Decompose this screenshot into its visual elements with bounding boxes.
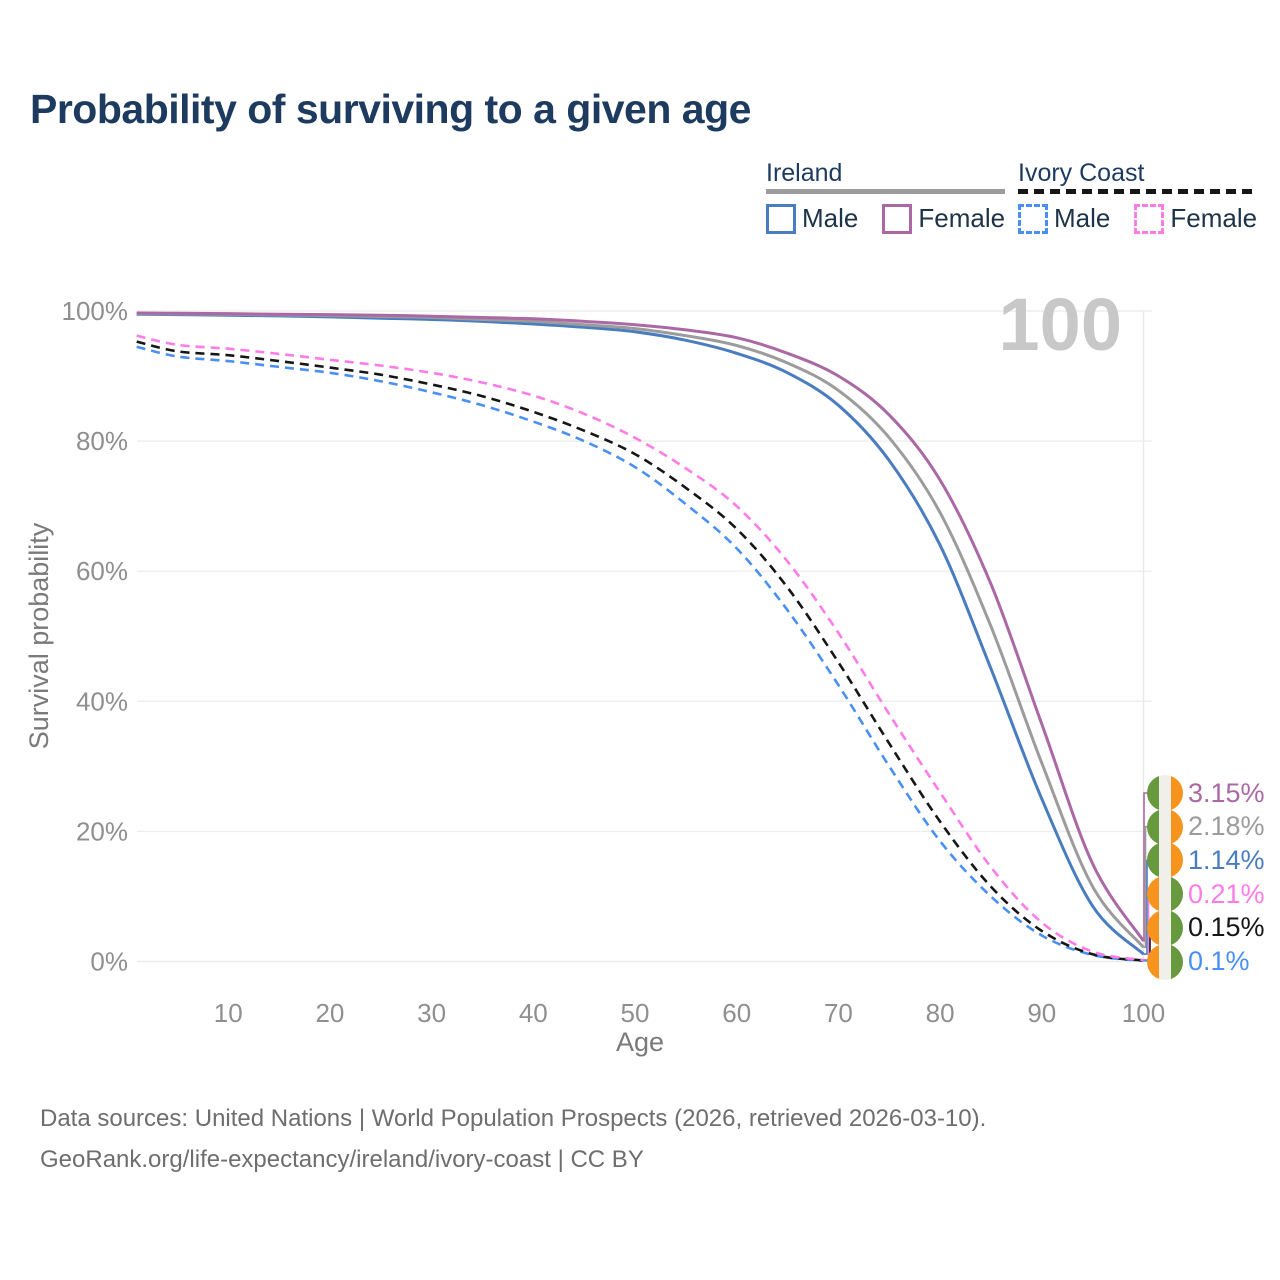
- y-axis-title: Survival probability: [24, 522, 54, 749]
- x-tick-label: 100: [1122, 998, 1165, 1028]
- ireland-flag-icon: [1147, 775, 1183, 811]
- x-tick-label: 20: [315, 998, 344, 1028]
- series-line-ivory-coast-female[interactable]: [136, 334, 1144, 962]
- legend-item-ivory-coast-female[interactable]: Female: [1134, 203, 1257, 234]
- combined-series-solid-key: [766, 189, 1006, 194]
- legend-swatch-icon: [882, 203, 913, 234]
- legend-group-ivory-coast: Ivory Coast Male Female: [1018, 159, 1258, 234]
- footer-data-sources: Data sources: United Nations | World Pop…: [40, 1105, 987, 1132]
- x-tick-label: 60: [722, 998, 751, 1028]
- combined-series-dashed-key: [1018, 189, 1258, 194]
- end-value-label: 0.15%: [1188, 912, 1265, 943]
- end-label-row-ivory-coast-female: 0.21%: [1147, 876, 1265, 913]
- x-axis-title: Age: [616, 1027, 664, 1057]
- legend-group-ireland: Ireland Male Female: [766, 159, 1006, 234]
- series-line-ivory-coast-both-sexes[interactable]: [136, 340, 1144, 962]
- page-title: Probability of surviving to a given age: [30, 86, 751, 132]
- x-tick-label: 40: [519, 998, 548, 1028]
- end-value-label: 3.15%: [1188, 777, 1265, 808]
- x-tick-label: 70: [824, 998, 853, 1028]
- end-label-row-ivory-coast-both-sexes: 0.15%: [1147, 909, 1265, 946]
- end-value-label: 2.18%: [1188, 811, 1265, 842]
- end-value-label: 0.21%: [1188, 878, 1265, 909]
- legend-swatch-icon: [1018, 203, 1048, 234]
- ivory-coast-flag-icon: [1147, 943, 1183, 980]
- legend-swatch-icon: [1134, 203, 1165, 234]
- ireland-flag-icon: [1147, 808, 1183, 845]
- end-value-label: 1.14%: [1188, 844, 1265, 875]
- y-tick-label: 20%: [76, 816, 128, 846]
- series-line-ireland-both-sexes[interactable]: [136, 312, 1145, 949]
- legend-item-ireland-female[interactable]: Female: [882, 203, 1005, 234]
- footer-attribution: GeoRank.org/life-expectancy/ireland/ivor…: [40, 1146, 644, 1173]
- y-tick-label: 60%: [76, 556, 128, 586]
- x-tick-label: 80: [926, 998, 955, 1028]
- ireland-flag-icon: [1147, 842, 1183, 879]
- y-tick-label: 40%: [76, 686, 128, 716]
- legend-country-label[interactable]: Ivory Coast: [1018, 159, 1145, 187]
- y-tick-label: 0%: [90, 947, 128, 977]
- end-label-row-ivory-coast-male: 0.1%: [1147, 943, 1250, 980]
- x-tick-label: 50: [621, 998, 650, 1028]
- legend-item-label: Female: [918, 203, 1006, 233]
- legend-item-ireland-male[interactable]: Male: [766, 203, 858, 234]
- y-tick-label: 100%: [62, 296, 129, 326]
- y-tick-label: 80%: [76, 426, 128, 456]
- x-tick-label: 90: [1027, 998, 1056, 1028]
- end-value-label: 0.1%: [1188, 946, 1250, 976]
- footer: Data sources: United Nations | World Pop…: [40, 1098, 986, 1180]
- series-line-ivory-coast-male[interactable]: [136, 345, 1144, 963]
- legend-swatch-icon: [766, 203, 796, 234]
- hovered-age-watermark: 100: [998, 283, 1122, 366]
- series-line-ireland-female[interactable]: [136, 311, 1145, 942]
- end-label-row-ireland-both-sexes: 2.18%: [1147, 808, 1265, 845]
- legend-item-ivory-coast-male[interactable]: Male: [1018, 203, 1110, 234]
- end-label-row-ireland-male: 1.14%: [1147, 842, 1265, 879]
- x-tick-label: 10: [214, 998, 243, 1028]
- legend-country-label[interactable]: Ireland: [766, 159, 843, 187]
- legend-item-label: Male: [802, 203, 859, 233]
- ivory-coast-flag-icon: [1147, 876, 1183, 913]
- x-tick-label: 30: [417, 998, 446, 1028]
- legend-item-label: Female: [1170, 203, 1258, 233]
- legend-item-label: Male: [1054, 203, 1111, 233]
- end-label-row-ireland-female: 3.15%: [1147, 775, 1265, 811]
- ivory-coast-flag-icon: [1147, 909, 1183, 946]
